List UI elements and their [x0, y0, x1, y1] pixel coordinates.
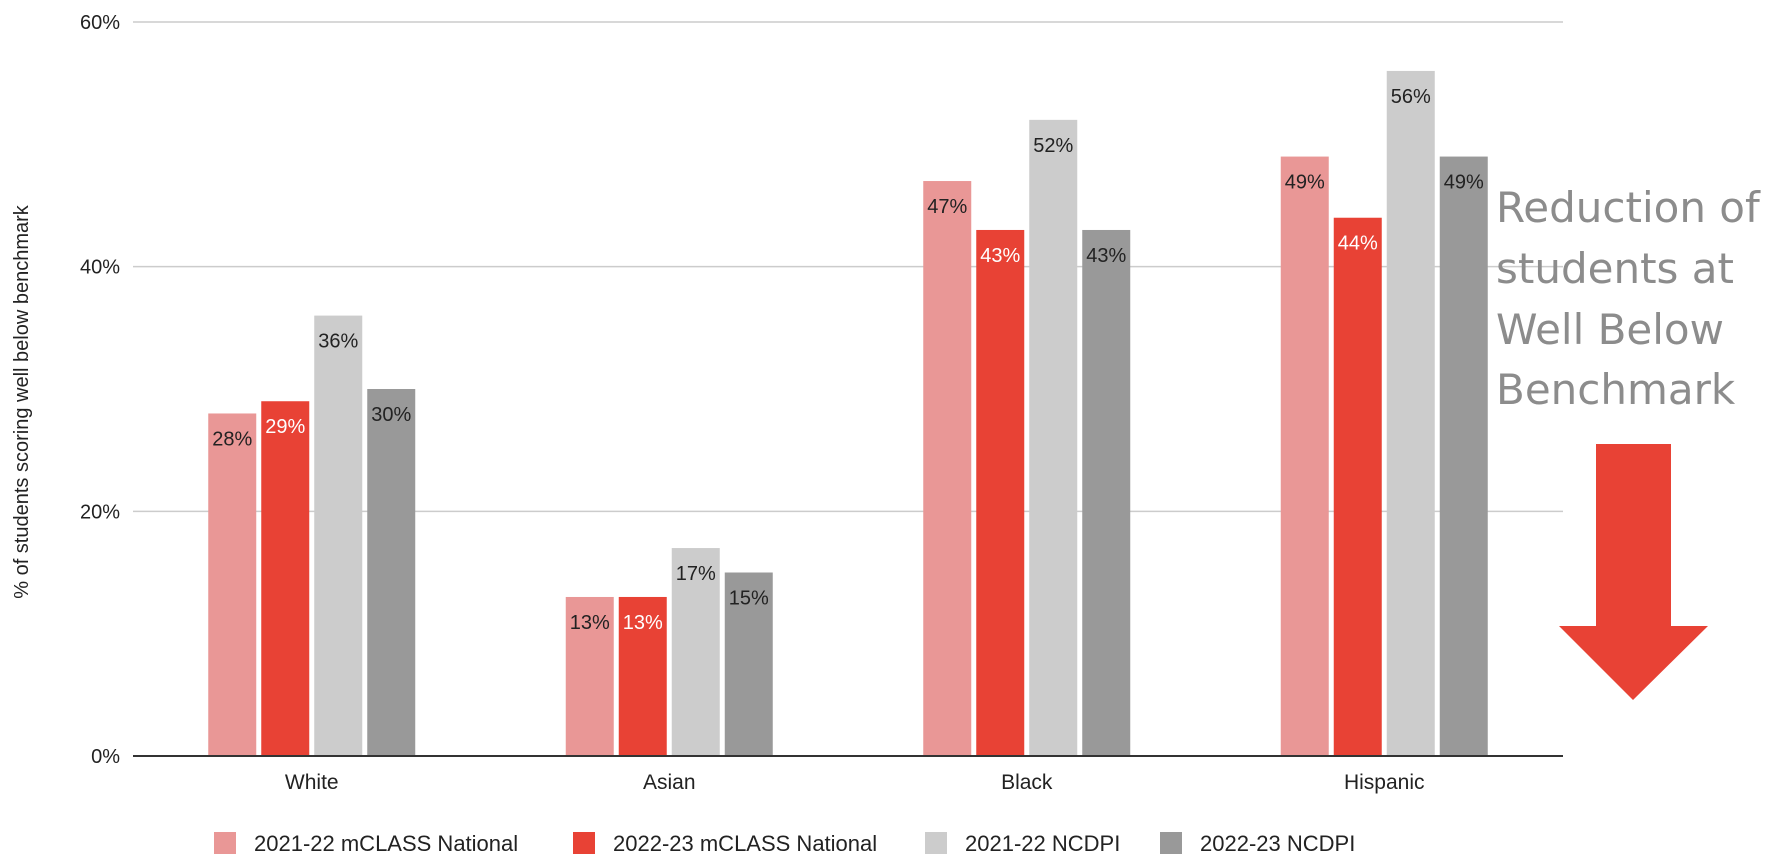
y-tick-label: 20%	[80, 501, 120, 523]
bar	[1082, 229, 1131, 756]
y-tick-label: 40%	[80, 257, 120, 279]
data-label: 13%	[623, 612, 663, 634]
callout-line-1: Reduction of	[1496, 183, 1761, 232]
bar	[724, 572, 773, 756]
data-label: 52%	[1033, 135, 1073, 157]
legend: 2021-22 mCLASS National 2022-23 mCLASS Na…	[214, 831, 1355, 856]
bar	[976, 229, 1025, 756]
legend-swatch	[573, 832, 595, 854]
legend-label: 2021-22 NCDPI	[965, 831, 1120, 856]
bar	[208, 413, 257, 756]
legend-swatch	[214, 832, 236, 854]
callout-line-3: Well Below	[1496, 305, 1724, 354]
callout-line-4: Benchmark	[1496, 365, 1736, 414]
bar	[565, 596, 614, 756]
data-label: 44%	[1338, 233, 1378, 255]
data-label: 30%	[371, 404, 411, 426]
bars	[208, 70, 1488, 757]
legend-swatch	[1160, 832, 1182, 854]
bar	[671, 548, 720, 756]
bar	[618, 596, 667, 756]
x-tick-label: Black	[1001, 771, 1053, 794]
bar	[1029, 119, 1078, 756]
data-label: 49%	[1444, 172, 1484, 194]
down-arrow-icon	[1559, 444, 1708, 700]
bar	[1386, 70, 1435, 756]
callout: Reduction of students at Well Below Benc…	[1496, 183, 1761, 700]
y-tick-label: 60%	[80, 12, 120, 34]
data-label: 15%	[729, 588, 769, 610]
bar	[261, 401, 310, 756]
y-tick-label: 0%	[91, 746, 120, 768]
x-tick-label: White	[285, 771, 339, 794]
legend-label: 2022-23 NCDPI	[1200, 831, 1355, 856]
bar	[1333, 217, 1382, 756]
bar	[1439, 156, 1488, 757]
x-tick-label: Asian	[643, 771, 696, 794]
data-label: 28%	[212, 428, 252, 450]
data-label: 43%	[1086, 245, 1126, 267]
legend-label: 2021-22 mCLASS National	[254, 831, 518, 856]
axes: 0% 20% 40% 60% White Asian Black Hispanic	[80, 12, 1563, 794]
legend-swatch	[925, 832, 947, 854]
y-axis-label: % of students scoring well below benchma…	[11, 204, 33, 599]
data-label: 47%	[927, 196, 967, 218]
legend-label: 2022-23 mCLASS National	[613, 831, 877, 856]
data-label: 29%	[265, 416, 305, 438]
data-label: 36%	[318, 331, 358, 353]
data-label: 17%	[676, 563, 716, 585]
data-label: 43%	[980, 245, 1020, 267]
bar	[923, 181, 972, 757]
data-labels: 28% 29% 36% 30% 13% 13% 17% 15% 47% 43% 52% 43% 49% 4…	[212, 86, 1484, 634]
data-label: 49%	[1285, 172, 1325, 194]
data-label: 56%	[1391, 86, 1431, 108]
bar	[314, 315, 363, 756]
data-label: 13%	[570, 612, 610, 634]
bar	[1280, 156, 1329, 757]
bar	[367, 389, 416, 756]
x-tick-label: Hispanic	[1344, 771, 1425, 794]
callout-line-2: students at	[1496, 244, 1734, 293]
